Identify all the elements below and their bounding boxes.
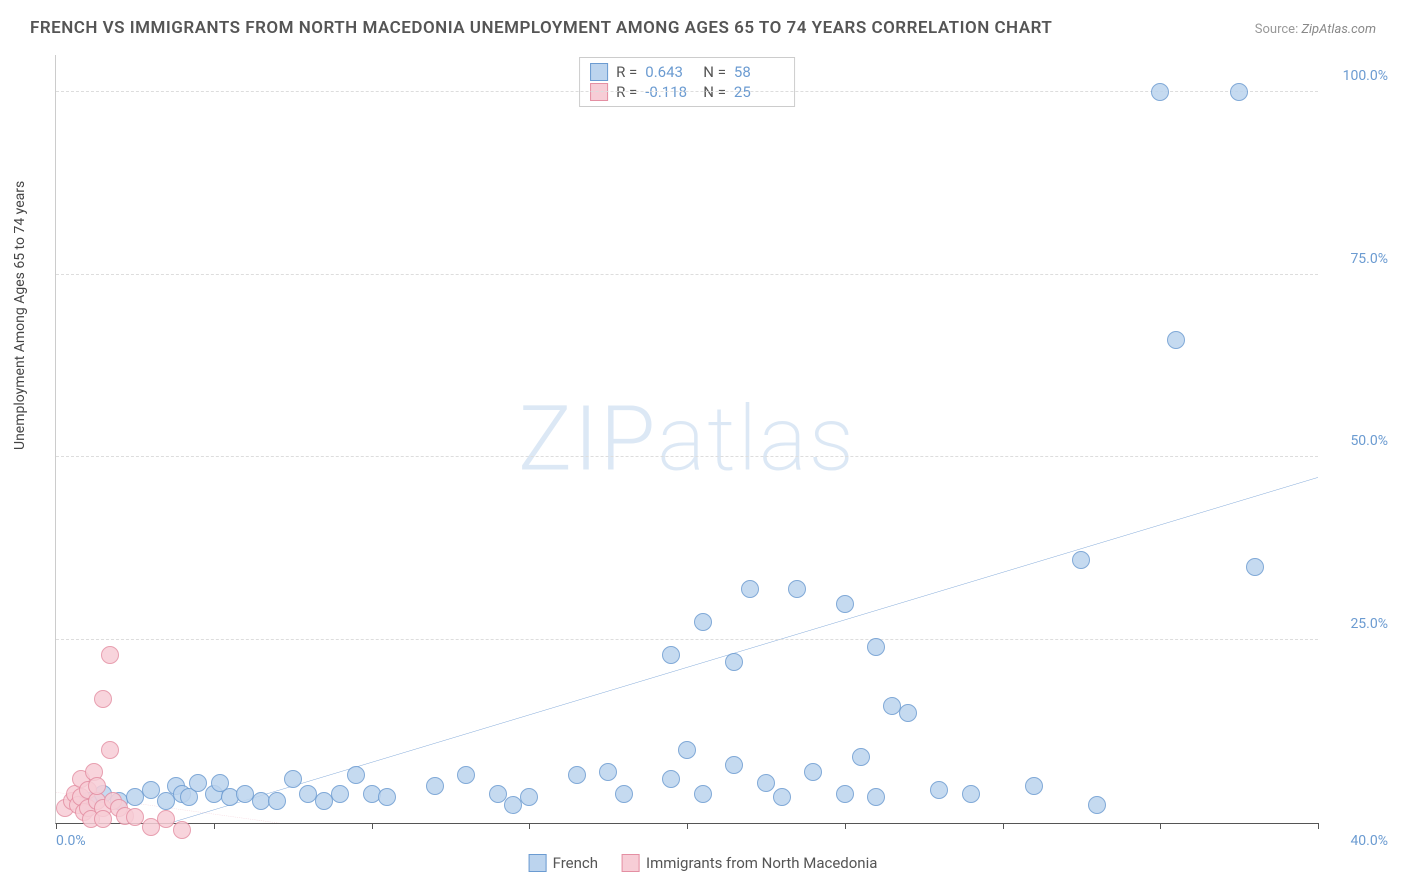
y-tick-label: 50.0% [1328,433,1388,449]
data-point [788,580,806,598]
data-point [189,774,207,792]
data-point [867,788,885,806]
watermark-bold: ZIP [518,387,657,492]
data-point [773,788,791,806]
data-point [836,785,854,803]
series-swatch [590,83,608,101]
data-point [1230,83,1248,101]
data-point [694,613,712,631]
data-point [520,788,538,806]
data-point [1072,551,1090,569]
source-label: Source: [1255,22,1298,37]
data-point [836,595,854,613]
data-point [741,580,759,598]
data-point [725,756,743,774]
data-point [331,785,349,803]
series-legend: French Immigrants from North Macedonia [529,854,878,872]
data-point [489,785,507,803]
data-point [694,785,712,803]
data-point [101,646,119,664]
data-point [930,781,948,799]
data-point [599,763,617,781]
data-point [1025,777,1043,795]
stats-legend-box: R = 0.643 N = 58 R = -0.118 N = 25 [579,57,795,107]
x-tick [214,823,215,829]
stats-row: R = -0.118 N = 25 [590,82,784,102]
legend-swatch [622,854,640,872]
data-point [1246,558,1264,576]
data-point [347,766,365,784]
data-point [457,766,475,784]
legend-label: French [553,854,598,872]
data-point [804,763,822,781]
data-point [1151,83,1169,101]
x-axis-min-label: 0.0% [56,833,86,849]
x-tick [687,823,688,829]
y-axis-label: Unemployment Among Ages 65 to 74 years [12,181,28,450]
watermark: ZIPatlas [518,387,856,492]
data-point [899,704,917,722]
gridline [56,456,1318,457]
legend-item: Immigrants from North Macedonia [622,854,877,872]
r-value: 0.643 [645,63,695,81]
data-point [757,774,775,792]
x-tick [372,823,373,829]
n-label: N = [703,63,726,81]
x-axis-max-label: 40.0% [1350,833,1388,849]
data-point [615,785,633,803]
data-point [157,810,175,828]
data-point [852,748,870,766]
r-value: -0.118 [645,83,695,101]
legend-item: French [529,854,598,872]
scatter-plot-area: ZIPatlas R =0.643N =58R =-0.118N =25 0.0… [55,55,1318,824]
chart-title: FRENCH VS IMMIGRANTS FROM NORTH MACEDONI… [30,18,1052,38]
data-point [426,777,444,795]
y-tick-label: 100.0% [1328,68,1388,84]
x-tick [1003,823,1004,829]
stats-row: R = 0.643 N = 58 [590,62,784,82]
data-point [142,781,160,799]
x-tick [1318,823,1319,829]
data-point [94,690,112,708]
data-point [94,810,112,828]
n-label: N = [703,83,726,101]
data-point [268,792,286,810]
n-value: 25 [734,83,784,101]
data-point [101,741,119,759]
data-point [88,777,106,795]
y-tick-label: 75.0% [1328,251,1388,267]
data-point [662,646,680,664]
data-point [962,785,980,803]
x-tick [845,823,846,829]
n-value: 58 [734,63,784,81]
gridline [56,274,1318,275]
data-point [678,741,696,759]
r-label: R = [616,63,637,81]
data-point [1167,331,1185,349]
x-tick [56,823,57,829]
gridline [56,639,1318,640]
data-point [284,770,302,788]
data-point [725,653,743,671]
data-point [568,766,586,784]
trendlines-layer [56,55,1318,823]
x-tick [1160,823,1161,829]
y-tick-label: 25.0% [1328,616,1388,632]
watermark-thin: atlas [657,387,855,492]
series-swatch [590,63,608,81]
data-point [378,788,396,806]
source-value: ZipAtlas.com [1301,22,1376,37]
legend-label: Immigrants from North Macedonia [646,854,877,872]
gridline [56,91,1318,92]
r-label: R = [616,83,637,101]
data-point [662,770,680,788]
data-point [867,638,885,656]
legend-swatch [529,854,547,872]
trendline [119,477,1318,823]
data-point [1088,796,1106,814]
source-attribution: Source: ZipAtlas.com [1255,22,1376,37]
x-tick [529,823,530,829]
data-point [173,821,191,839]
